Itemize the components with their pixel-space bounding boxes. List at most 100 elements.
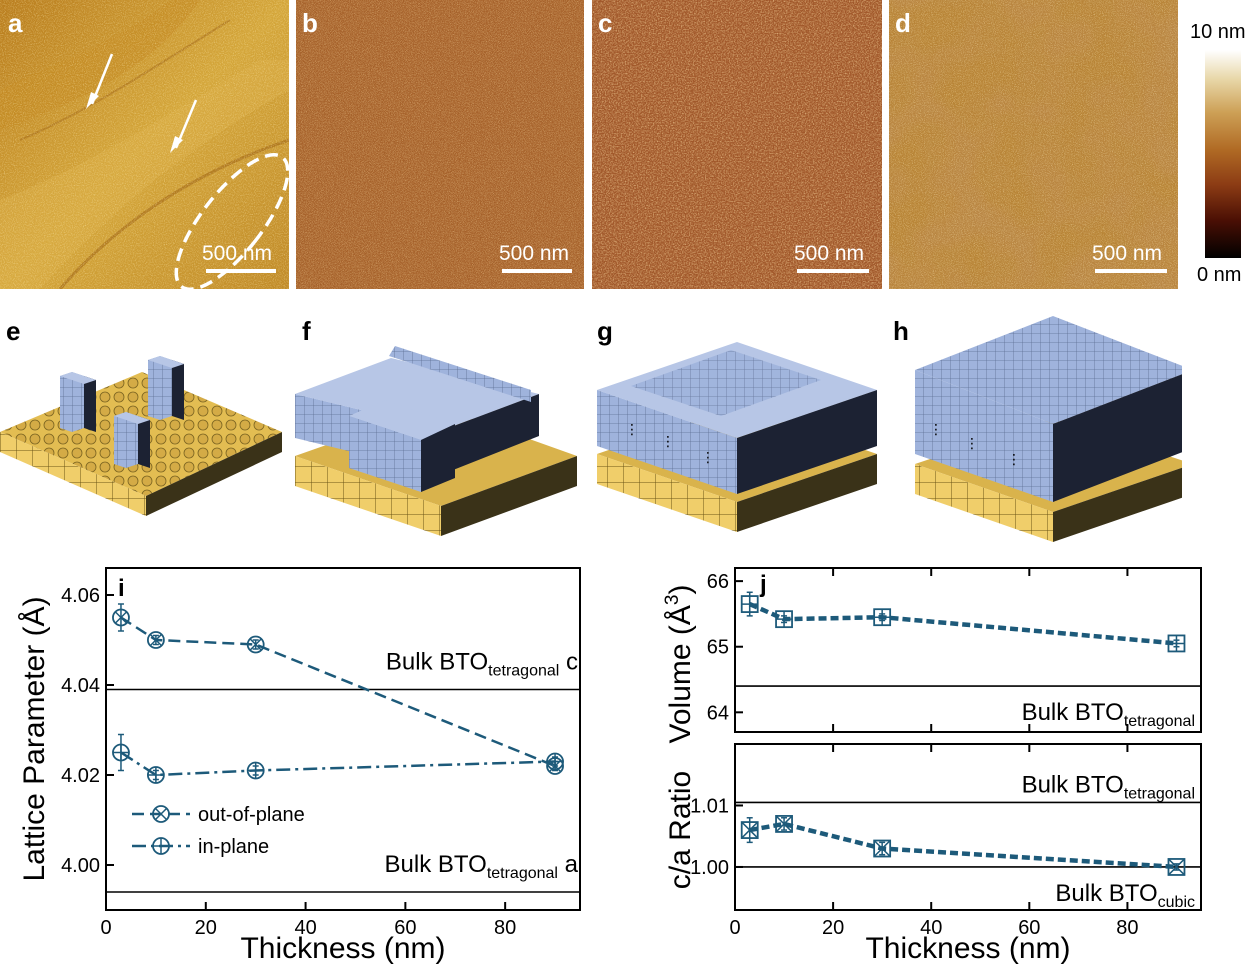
chart-j-reference-label: Bulk BTOtetragonal: [1022, 699, 1195, 730]
panel-label-c: c: [598, 8, 613, 38]
chart-j-xtick-label: 80: [1116, 917, 1138, 939]
chart-j: j 64 65 66 0 20 40 60 80 1.00 1.01 Bulk BTOtetrag…: [662, 567, 1202, 965]
growth-model-f: [295, 306, 591, 546]
chart-i-ytick-label: 4.06: [61, 585, 100, 607]
svg-text:⋮: ⋮: [661, 433, 675, 449]
model-g-drawing: ⋮ ⋮ ⋮: [597, 342, 877, 532]
chart-i-ylabel: Lattice Parameter (Å): [18, 596, 51, 881]
chart-j-point: [740, 595, 759, 613]
chart-i-panel-label: i: [118, 575, 125, 602]
scale-bar-label-b: 500 nm: [499, 242, 570, 265]
scale-bar-label-d: 500 nm: [1092, 242, 1163, 265]
chart-j-xtick-label: 40: [920, 917, 942, 939]
svg-text:⋮: ⋮: [929, 421, 943, 437]
chart-i-ytick-label: 4.04: [61, 675, 100, 697]
chart-j-ytick-label: 65: [707, 637, 729, 659]
scale-bar-c: [797, 269, 869, 273]
model-f-drawing: [295, 346, 577, 536]
chart-j-volume-frame: [734, 567, 1202, 733]
panel-label-a: a: [8, 8, 23, 38]
chart-i-frame: [105, 567, 581, 911]
panel-label-g: g: [597, 316, 613, 346]
svg-text:⋮: ⋮: [1007, 451, 1021, 467]
panel-label-d: d: [895, 8, 911, 38]
chart-i-series-line: [120, 616, 556, 768]
scale-bar-d: [1095, 269, 1167, 273]
chart-j-ytick-label: 1.01: [690, 795, 729, 817]
colorbar-min-label: 0 nm: [1197, 264, 1242, 286]
chart-j-point: [873, 608, 892, 627]
growth-model-e: [0, 306, 295, 546]
growth-model-h: ⋮ ⋮ ⋮: [887, 306, 1182, 546]
svg-text:⋮: ⋮: [965, 435, 979, 451]
chart-i-point: [246, 761, 265, 780]
chart-j-panel-label: j: [759, 571, 767, 598]
chart-j-xlabel: Thickness (nm): [865, 932, 1070, 965]
legend-marker-out-of-plane: [152, 805, 170, 823]
chart-i-xtick-label: 40: [294, 917, 316, 939]
legend-label-in-plane: in-plane: [198, 836, 269, 858]
afm-texture-b: [296, 0, 584, 289]
svg-text:⋮: ⋮: [701, 449, 715, 465]
scale-bar-label-a: 500 nm: [202, 242, 273, 265]
afm-texture-d: [889, 0, 1178, 289]
afm-texture-a: [0, 0, 289, 289]
panel-label-h: h: [893, 316, 909, 346]
model-e-drawing: [0, 356, 282, 516]
chart-i-legend: out-of-plane in-plane: [132, 804, 305, 858]
scale-bar-a: [206, 269, 276, 273]
afm-image-d: d 500 nm: [889, 0, 1178, 289]
afm-texture-c: [592, 0, 882, 289]
chart-j-xtick-label: 20: [822, 917, 844, 939]
chart-i-point: [146, 766, 165, 784]
colorbar: [1205, 50, 1241, 258]
afm-image-c: c 500 nm: [592, 0, 882, 289]
chart-i-point: [112, 743, 130, 762]
chart-i-xtick-label: 60: [394, 917, 416, 939]
chart-j-series-line: [748, 602, 1177, 646]
chart-j-point: [873, 839, 892, 858]
chart-j-xtick-label: 60: [1018, 917, 1040, 939]
colorbar-max-label: 10 nm: [1190, 21, 1246, 43]
chart-j-volume-ylabel: Volume (Å3): [662, 585, 697, 744]
panel-label-f: f: [302, 316, 311, 346]
panel-label-b: b: [302, 8, 318, 38]
chart-j-ratio-frame: [734, 743, 1202, 911]
chart-i-reference-label: Bulk BTOtetragonal c: [386, 649, 578, 680]
chart-i-xtick-label: 20: [195, 917, 217, 939]
chart-i-point: [246, 635, 265, 654]
chart-i-xtick-label: 0: [100, 917, 111, 939]
model-h-drawing: ⋮ ⋮ ⋮: [915, 316, 1182, 542]
legend-label-out-of-plane: out-of-plane: [198, 804, 305, 826]
chart-j-point: [775, 610, 793, 629]
chart-j-reference-label: Bulk BTOcubic: [1055, 880, 1195, 911]
chart-i-point: [112, 608, 130, 627]
afm-image-b: b 500 nm: [296, 0, 584, 289]
chart-i-ytick-label: 4.00: [61, 855, 100, 877]
chart-i-point: [546, 752, 564, 771]
chart-i-point: [146, 631, 165, 649]
chart-i-xtick-label: 80: [494, 917, 516, 939]
chart-i-xlabel: Thickness (nm): [240, 932, 445, 965]
scale-bar-label-c: 500 nm: [794, 242, 865, 265]
growth-model-g: ⋮ ⋮ ⋮: [591, 306, 887, 546]
chart-j-xtick-label: 0: [729, 917, 740, 939]
chart-i-ytick-label: 4.02: [61, 765, 100, 787]
chart-j-ratio-ylabel: c/a Ratio: [664, 771, 697, 889]
chart-j-reference-label: Bulk BTOtetragonal: [1022, 771, 1195, 802]
chart-j-ytick-label: 1.00: [690, 857, 729, 879]
scale-bar-b: [502, 269, 572, 273]
chart-j-ytick-label: 64: [707, 702, 729, 724]
panel-label-e: e: [6, 316, 21, 346]
svg-text:⋮: ⋮: [625, 421, 639, 437]
chart-j-point: [1167, 858, 1186, 876]
chart-j-series-line: [749, 821, 1177, 870]
chart-j-ytick-label: 66: [707, 571, 729, 593]
chart-j-point: [1167, 634, 1186, 653]
chart-i-reference-label: Bulk BTOtetragonal a: [385, 851, 579, 882]
chart-i: i 0 20 40 60 80 4.00 4.02 4.04 4.06 Bulk BTOtetr…: [18, 567, 581, 965]
chart-j-point: [740, 821, 759, 839]
afm-image-a: a 500 nm: [0, 0, 289, 289]
chart-i-series-line: [120, 751, 556, 777]
